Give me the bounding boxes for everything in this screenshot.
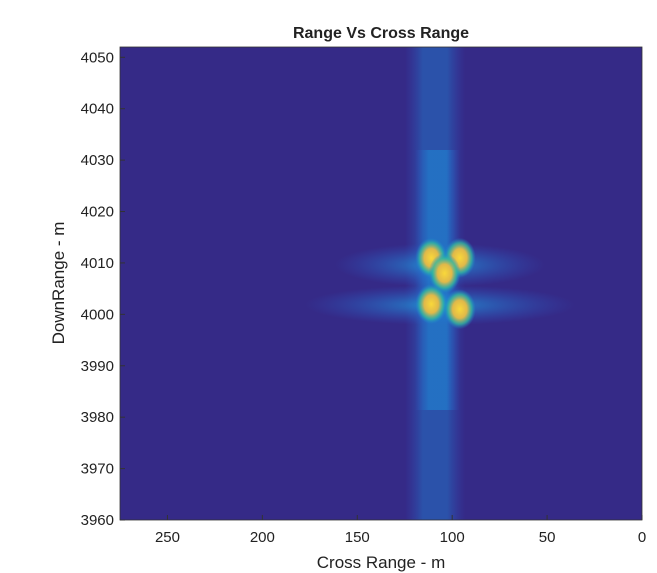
x-tick-label: 0: [638, 529, 646, 546]
hot-spot: [443, 289, 476, 330]
y-tick-label: 4040: [81, 101, 114, 118]
x-tick-label: 100: [440, 529, 465, 546]
y-tick-label: 4010: [81, 255, 114, 272]
y-tick-label: 3980: [81, 409, 114, 426]
y-tick-label: 3990: [81, 358, 114, 375]
y-tick-label: 4020: [81, 204, 114, 221]
y-tick-label: 4000: [81, 306, 114, 323]
plot-background: [120, 47, 642, 520]
x-tick-label: 150: [345, 529, 370, 546]
hot-spot: [415, 284, 448, 325]
y-tick-label: 3970: [81, 461, 114, 478]
hot-spot: [428, 253, 461, 294]
x-tick-label: 200: [250, 529, 275, 546]
y-tick-label: 4030: [81, 152, 114, 169]
chart-title: Range Vs Cross Range: [293, 25, 469, 42]
y-tick-label: 3960: [81, 512, 114, 529]
x-tick-label: 250: [155, 529, 180, 546]
hot-spots: [415, 237, 476, 330]
x-tick-label: 50: [539, 529, 556, 546]
y-axis-label: DownRange - m: [49, 222, 68, 345]
plot-frame: [119, 46, 643, 521]
x-axis-label: Cross Range - m: [317, 553, 445, 572]
y-tick-label: 4050: [81, 49, 114, 66]
